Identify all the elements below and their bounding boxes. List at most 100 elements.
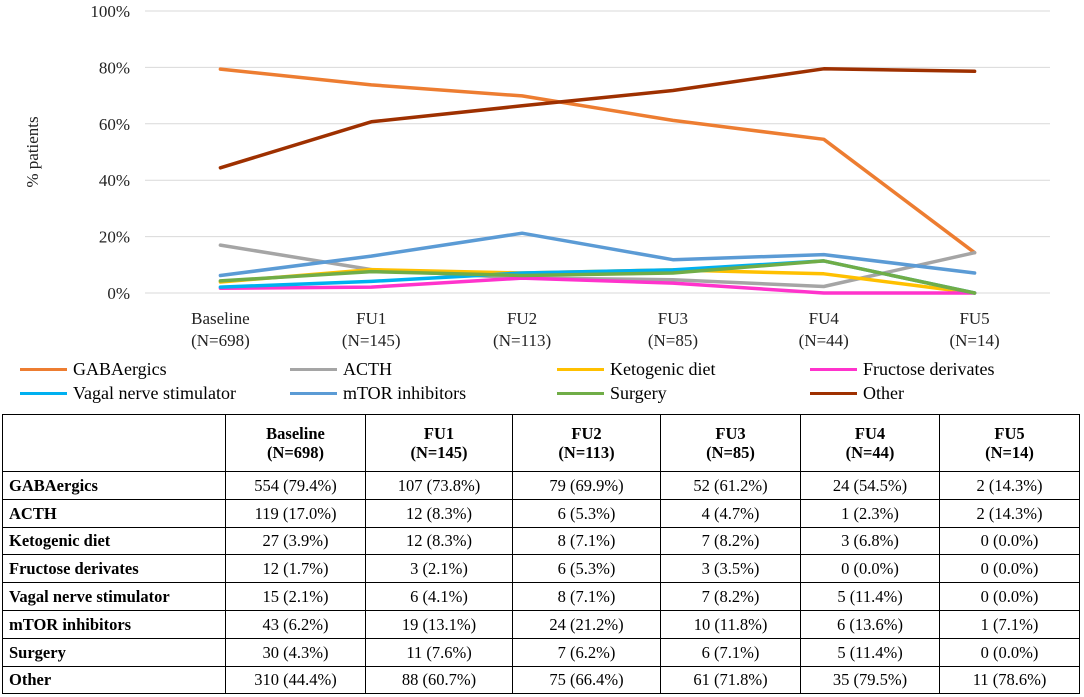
table-cell: 75 (66.4%) <box>512 665 661 695</box>
table-cell: 12 (8.3%) <box>365 526 513 556</box>
legend-swatch <box>810 367 857 371</box>
legend-item-gabaergics: GABAergics <box>20 358 167 380</box>
table-cell: 310 (44.4%) <box>225 665 366 695</box>
x-tick-label: FU2 <box>507 309 537 328</box>
table-cell: 1 (7.1%) <box>939 609 1080 639</box>
table-cell: 5 (11.4%) <box>800 637 940 667</box>
table-cell: 3 (3.5%) <box>660 554 801 584</box>
table-header-fu2: FU2 (N=113) <box>512 414 661 472</box>
header-n: (N=85) <box>706 443 755 462</box>
y-tick-label: 0% <box>107 284 130 303</box>
legend-swatch <box>810 391 857 395</box>
row-label: GABAergics <box>2 471 226 500</box>
table-header-row: Baseline (N=698) FU1 (N=145) FU2 (N=113) FU… <box>2 414 1080 472</box>
y-tick-label: 20% <box>99 228 130 247</box>
legend-label: Vagal nerve stimulator <box>73 382 236 403</box>
table-cell: 30 (4.3%) <box>225 637 366 667</box>
table-cell: 107 (73.8%) <box>365 471 513 500</box>
table-cell: 11 (78.6%) <box>939 665 1080 695</box>
header-label: Baseline <box>266 424 325 443</box>
y-tick-label: 100% <box>90 2 130 21</box>
x-tick-label: FU1 <box>356 309 386 328</box>
legend-item-ketogenic-diet: Ketogenic diet <box>557 358 715 380</box>
legend-item-acth: ACTH <box>290 358 392 380</box>
x-tick-label: FU4 <box>809 309 840 328</box>
header-label: FU5 <box>994 424 1025 443</box>
header-n: (N=14) <box>985 443 1034 462</box>
table-cell: 6 (5.3%) <box>512 554 661 584</box>
table-cell: 52 (61.2%) <box>660 471 801 500</box>
x-axis: Baseline (N=698) FU1 (N=145) FU2 (N=113) FU3 (N… <box>191 309 1000 350</box>
x-tick-label: FU5 <box>959 309 989 328</box>
y-axis: 0% 20% 40% 60% 80% 100% <box>90 2 130 303</box>
table-cell: 8 (7.1%) <box>512 526 661 556</box>
legend-item-fructose-derivates: Fructose derivates <box>810 358 994 380</box>
table-cell: 1 (2.3%) <box>800 498 940 528</box>
legend-label: Ketogenic diet <box>610 358 716 379</box>
chart-legend: GABAergics ACTH Ketogenic diet Fructose der… <box>20 358 1080 408</box>
legend-label: GABAergics <box>73 358 167 379</box>
row-label: Other <box>2 665 226 695</box>
legend-label: Fructose derivates <box>863 358 995 379</box>
legend-label: mTOR inhibitors <box>343 382 467 403</box>
x-tick-sublabel: (N=145) <box>342 331 401 350</box>
table-header-fu5: FU5 (N=14) <box>939 414 1080 472</box>
table-header-fu3: FU3 (N=85) <box>660 414 801 472</box>
table-row: Vagal nerve stimulator 15 (2.1%) 6 (4.1%) 8… <box>2 582 1080 611</box>
series-line-fructose-derivates <box>218 276 977 295</box>
legend-label: ACTH <box>343 358 392 379</box>
legend-swatch <box>290 367 337 371</box>
table-row: Ketogenic diet 27 (3.9%) 12 (8.3%) 8 (7.1%)… <box>2 526 1080 556</box>
table-cell: 7 (6.2%) <box>512 637 661 667</box>
table-cell: 0 (0.0%) <box>939 582 1080 611</box>
table-cell: 12 (8.3%) <box>365 498 513 528</box>
table-cell: 2 (14.3%) <box>939 471 1080 500</box>
table-cell: 7 (8.2%) <box>660 526 801 556</box>
table-cell: 4 (4.7%) <box>660 498 801 528</box>
table-cell: 6 (5.3%) <box>512 498 661 528</box>
table-header-baseline: Baseline (N=698) <box>225 414 366 472</box>
header-n: (N=44) <box>845 443 895 462</box>
table-cell: 6 (7.1%) <box>660 637 801 667</box>
table-cell: 15 (2.1%) <box>225 582 366 611</box>
x-tick-sublabel: (N=44) <box>799 331 849 350</box>
table-cell: 3 (2.1%) <box>365 554 513 584</box>
series-line-mtor-inhibitors <box>218 231 977 278</box>
table-cell: 8 (7.1%) <box>512 582 661 611</box>
table-cell: 0 (0.0%) <box>939 526 1080 556</box>
legend-swatch <box>20 391 67 395</box>
series-lines <box>218 67 977 295</box>
table-cell: 43 (6.2%) <box>225 609 366 639</box>
x-tick-sublabel: (N=14) <box>949 331 999 350</box>
row-label: ACTH <box>2 498 226 528</box>
y-tick-label: 80% <box>99 58 130 77</box>
table-header-fu1: FU1 (N=145) <box>365 414 513 472</box>
series-line-surgery <box>218 259 977 295</box>
legend-label: Other <box>863 382 904 403</box>
y-axis-label: % patients <box>23 116 42 187</box>
legend-item-surgery: Surgery <box>557 382 667 404</box>
x-tick-sublabel: (N=85) <box>648 331 698 350</box>
table-cell: 0 (0.0%) <box>800 554 940 584</box>
y-tick-label: 40% <box>99 171 130 190</box>
x-tick-label: Baseline <box>191 309 250 328</box>
x-tick-sublabel: (N=113) <box>493 331 551 350</box>
table-cell: 0 (0.0%) <box>939 637 1080 667</box>
legend-swatch <box>20 367 67 371</box>
table-row: ACTH 119 (17.0%) 12 (8.3%) 6 (5.3%) 4 (4.7%)… <box>2 498 1080 528</box>
table-cell: 6 (4.1%) <box>365 582 513 611</box>
y-tick-label: 60% <box>99 115 130 134</box>
header-n: (N=145) <box>410 443 468 462</box>
header-n: (N=113) <box>558 443 615 462</box>
header-label: FU3 <box>715 424 746 443</box>
table-row: Other 310 (44.4%) 88 (60.7%) 75 (66.4%) 61 (… <box>2 665 1080 695</box>
legend-swatch <box>290 391 337 395</box>
table-body: GABAergics 554 (79.4%) 107 (73.8%) 79 (69.9… <box>2 471 1080 695</box>
table-cell: 11 (7.6%) <box>365 637 513 667</box>
x-tick-label: FU3 <box>658 309 688 328</box>
legend-item-vagal-nerve-stimulator: Vagal nerve stimulator <box>20 382 236 404</box>
legend-swatch <box>557 367 604 371</box>
table-cell: 7 (8.2%) <box>660 582 801 611</box>
table-row: Fructose derivates 12 (1.7%) 3 (2.1%) 6 (5.… <box>2 554 1080 584</box>
line-chart: 0% 20% 40% 60% 80% 100% Baseline (N=698) FU1 (N=… <box>23 2 1050 350</box>
